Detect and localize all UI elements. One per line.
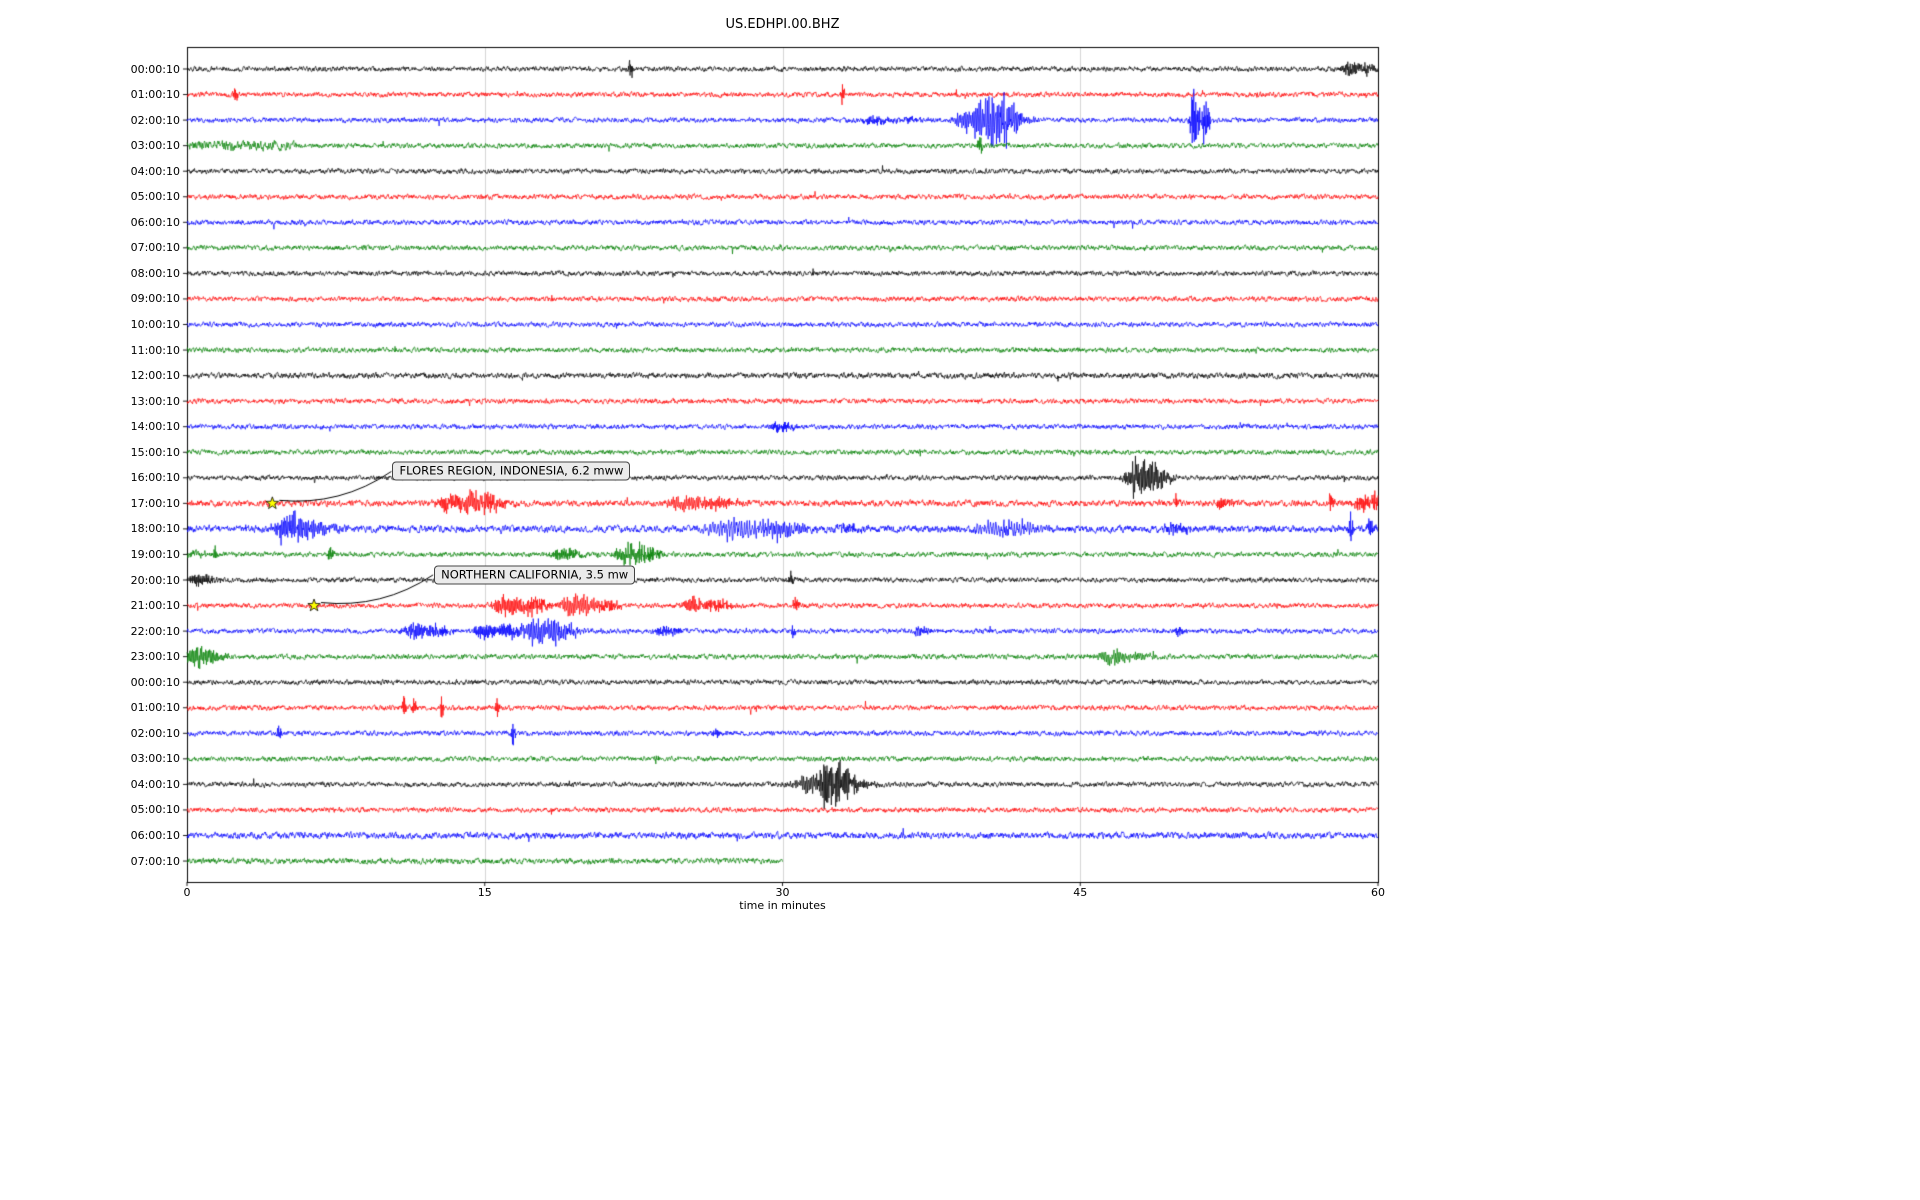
y-tick-label: 00:00:10	[130, 675, 180, 689]
y-tick-label: 19:00:10	[130, 547, 180, 561]
x-tick-label: 15	[477, 886, 492, 899]
y-tick-label: 06:00:10	[130, 829, 180, 842]
y-tick-label: 15:00:10	[130, 445, 180, 459]
y-tick-label: 02:00:10	[130, 113, 180, 127]
y-tick-label: 07:00:10	[130, 854, 180, 868]
y-tick-label: 20:00:10	[130, 573, 180, 587]
y-tick-label: 03:00:10	[130, 752, 180, 766]
y-tick-label: 07:00:10	[130, 241, 180, 255]
x-tick-label: 30	[775, 886, 790, 899]
y-tick-label: 09:00:10	[130, 292, 180, 306]
y-tick-label: 03:00:10	[130, 139, 180, 153]
event-annotation-label: FLORES REGION, INDONESIA, 6.2 mww	[392, 461, 631, 481]
y-tick-label: 08:00:10	[130, 266, 180, 280]
x-tick-label: 45	[1073, 886, 1088, 899]
x-tick-label: 0	[183, 886, 191, 899]
y-tick-label: 10:00:10	[130, 318, 180, 331]
y-tick-label: 21:00:10	[130, 599, 180, 613]
event-annotation-label: NORTHERN CALIFORNIA, 3.5 mw	[434, 565, 636, 585]
x-axis-label: time in minutes	[739, 899, 826, 912]
y-tick-label: 13:00:10	[130, 394, 180, 408]
y-tick-label: 04:00:10	[130, 777, 180, 791]
y-tick-label: 05:00:10	[130, 190, 180, 204]
y-tick-label: 01:00:10	[130, 701, 180, 715]
y-tick-label: 01:00:10	[130, 88, 180, 102]
y-tick-label: 16:00:10	[130, 471, 180, 485]
x-tick-label: 60	[1371, 886, 1385, 899]
y-tick-label: 00:00:10	[130, 62, 180, 76]
y-tick-label: 23:00:10	[130, 650, 180, 664]
y-tick-label: 18:00:10	[130, 522, 180, 536]
y-tick-label: 05:00:10	[130, 803, 180, 817]
y-tick-label: 22:00:10	[130, 624, 180, 638]
y-tick-label: 12:00:10	[130, 369, 180, 383]
y-tick-label: 11:00:10	[130, 343, 180, 357]
y-tick-label: 04:00:10	[130, 164, 180, 178]
y-tick-label: 14:00:10	[130, 420, 180, 434]
y-tick-label: 17:00:10	[130, 496, 180, 510]
y-tick-label: 06:00:10	[130, 215, 180, 229]
plot-title: US.EDHPI.00.BHZ	[725, 17, 840, 32]
y-tick-label: 02:00:10	[130, 726, 180, 740]
